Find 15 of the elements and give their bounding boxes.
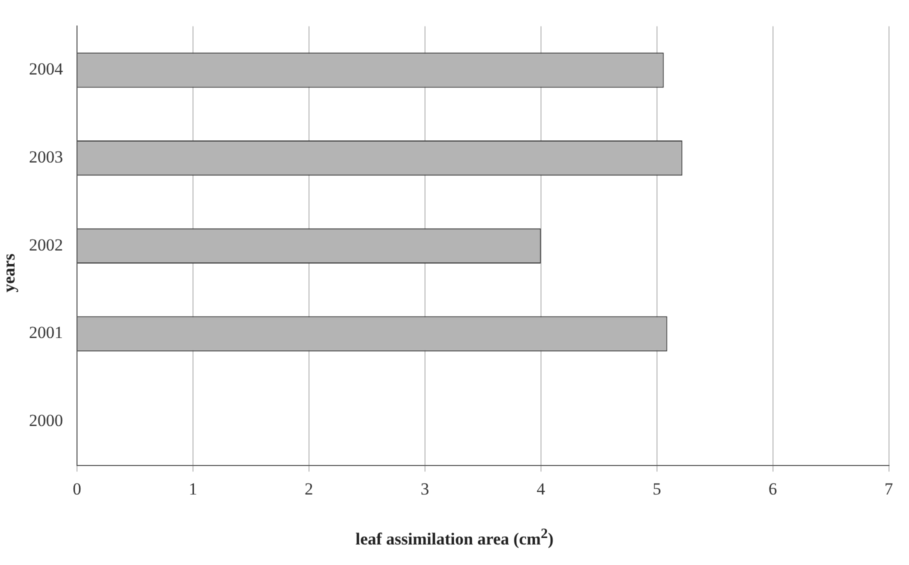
x-axis-title: leaf assimilation area (cm$^{2}$) (354, 526, 554, 550)
x-tick-label: 1 (188, 479, 198, 498)
x-tick-label: 2 (304, 479, 314, 498)
y-tick-label: 2003 (29, 147, 63, 166)
y-tick-label: 2002 (29, 235, 63, 254)
x-tick-label: 7 (884, 479, 894, 498)
x-tick-label: 5 (652, 479, 662, 498)
y-tick-label: 2004 (29, 60, 64, 79)
x-tick-label: 4 (536, 479, 546, 498)
y-tick-label: 2001 (29, 323, 63, 342)
x-tick-label: 3 (420, 479, 430, 498)
y-tick-label: 2000 (29, 411, 63, 430)
x-tick-label: 0 (72, 479, 82, 498)
x-tick-label: 6 (768, 479, 778, 498)
y-axis-title: years (0, 254, 20, 292)
